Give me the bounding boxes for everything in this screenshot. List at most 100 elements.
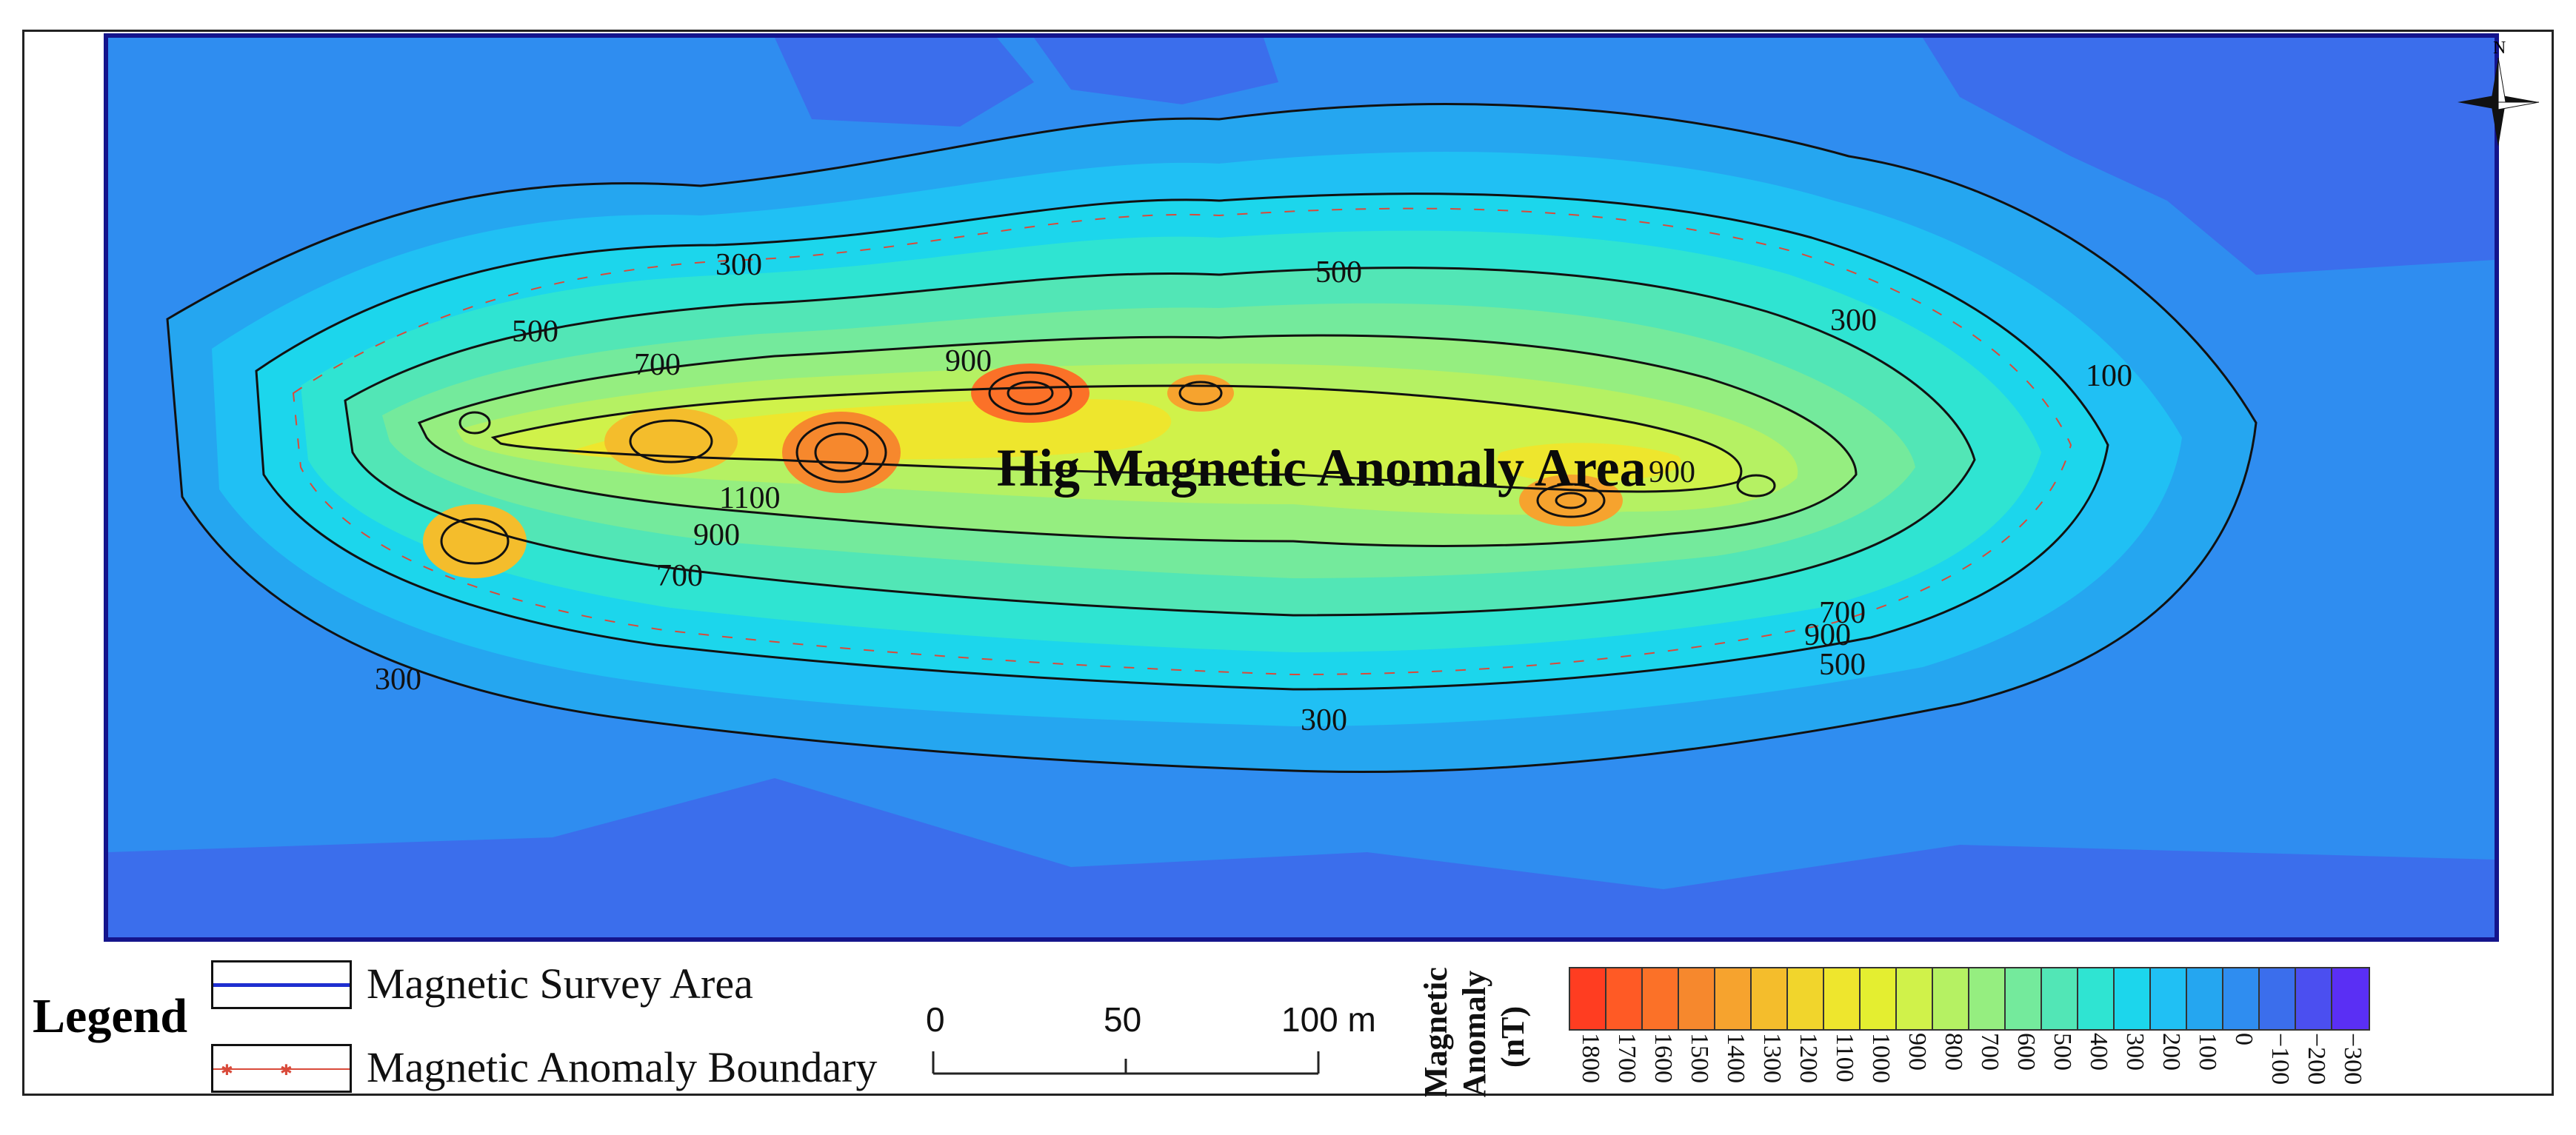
scale-tick-label: 0 xyxy=(926,1000,945,1039)
colorbar-tick: 300 xyxy=(2113,1033,2149,1114)
colorbar-tick-label: 500 xyxy=(2049,1033,2076,1071)
colorbar-tick-label: 1500 xyxy=(1686,1033,1713,1083)
colorbar-cell xyxy=(2332,968,2369,1029)
colorbar-cell xyxy=(2078,968,2115,1029)
contour-label: 500 xyxy=(1315,255,1362,289)
colorbar-cell xyxy=(1570,968,1606,1029)
scale-bar-line xyxy=(932,1051,1320,1075)
colorbar-tick: −300 xyxy=(2331,1033,2367,1114)
colorbar-cell xyxy=(2151,968,2187,1029)
colorbar-tick: 1500 xyxy=(1678,1033,1714,1114)
colorbar-tick: 1800 xyxy=(1569,1033,1605,1114)
svg-text:Magnetic: Magnetic xyxy=(1418,967,1454,1097)
high-region xyxy=(782,412,901,493)
colorbar-tick-label: 100 xyxy=(2194,1033,2221,1071)
contour-lines xyxy=(166,103,2258,774)
colorbar-tick: 600 xyxy=(2004,1033,2041,1114)
svg-text:N: N xyxy=(2493,38,2506,58)
colorbar-tick: 1200 xyxy=(1786,1033,1823,1114)
anomaly-boundary xyxy=(292,207,2072,676)
colorbar-tick-label: −200 xyxy=(2303,1033,2330,1085)
contour-label: 900 xyxy=(1804,618,1851,652)
high-region xyxy=(604,408,738,475)
colorbar-tick: −100 xyxy=(2258,1033,2295,1114)
low-region xyxy=(108,778,2495,937)
colorbar-tick: 1700 xyxy=(1605,1033,1641,1114)
colorbar-tick-label: 900 xyxy=(1903,1033,1931,1071)
colorbar-tick-label: 1400 xyxy=(1722,1033,1749,1083)
colorbar-cell xyxy=(2115,968,2151,1029)
colorbar-tick-label: 1000 xyxy=(1867,1033,1895,1083)
contour-1000 xyxy=(1497,443,1681,482)
colorbar-cell xyxy=(1861,968,1897,1029)
colorbar-tick: 0 xyxy=(2222,1033,2258,1114)
colorbar-cell xyxy=(1715,968,1752,1029)
colorbar-tick-label: −100 xyxy=(2266,1033,2294,1085)
colorbar-cell xyxy=(1643,968,1679,1029)
colorbar-cell xyxy=(1897,968,1933,1029)
contour-label: 700 xyxy=(656,559,703,593)
magnetic-anomaly-map: 300 500 700 900 1100 900 700 300 900 500… xyxy=(104,33,2499,942)
colorbar-tick-label: 600 xyxy=(2012,1033,2040,1071)
colorbar-cell xyxy=(2223,968,2260,1029)
low-region xyxy=(1034,38,1278,104)
colorbar-cell xyxy=(1788,968,1824,1029)
contour-label: 900 xyxy=(693,518,740,552)
legend-anomaly-boundary-swatch: ✱ ✱ xyxy=(211,1044,352,1093)
contour-label: 300 xyxy=(1830,304,1877,338)
colorbar-ticks: 1800 1700 1600 1500 1400 1300 1200 1100 1000 900 8… xyxy=(1569,1033,2367,1114)
colorbar-tick: 400 xyxy=(2077,1033,2113,1114)
scale-bar: 0 50 100 m xyxy=(926,1000,1385,1088)
colorbar-tick: 1000 xyxy=(1859,1033,1895,1114)
colorbar-tick: 1300 xyxy=(1750,1033,1786,1114)
high-region xyxy=(1167,375,1234,412)
colorbar-cell xyxy=(1752,968,1788,1029)
legend-survey-area-label: Magnetic Survey Area xyxy=(367,960,753,1008)
colorbar-cell xyxy=(1606,968,1643,1029)
colorbar-tick: 800 xyxy=(1932,1033,1968,1114)
colorbar-tick-label: 1200 xyxy=(1795,1033,1822,1083)
colorbar-tick-label: 1100 xyxy=(1831,1033,1858,1082)
contour-label: 500 xyxy=(512,315,558,349)
legend-title: Legend xyxy=(33,989,188,1043)
colorbar-tick-label: 1800 xyxy=(1577,1033,1604,1083)
scale-tick-label: 50 xyxy=(1104,1000,1142,1039)
colorbar-tick: 1100 xyxy=(1823,1033,1859,1114)
colorbar-tick-label: 1600 xyxy=(1649,1033,1677,1083)
colorbar-tick: 500 xyxy=(2041,1033,2077,1114)
anomaly-area-label: Hig Magnetic Anomaly Area xyxy=(997,438,1646,498)
contour-label: 900 xyxy=(1649,455,1695,489)
colorbar-cell xyxy=(2296,968,2332,1029)
contour-label: 300 xyxy=(1301,703,1347,737)
colorbar-tick-label: 1700 xyxy=(1613,1033,1641,1083)
map-frame xyxy=(22,30,2554,1096)
high-region xyxy=(1519,475,1623,526)
colorbar-tick-label: 200 xyxy=(2158,1033,2185,1071)
colorbar-tick-label: −300 xyxy=(2339,1033,2366,1085)
colorbar-tick-label: 400 xyxy=(2085,1033,2112,1071)
colorbar-cell xyxy=(1679,968,1715,1029)
colorbar-title: Magnetic Anomaly (nT) xyxy=(1418,967,1531,1097)
colorbar-tick: 700 xyxy=(1968,1033,2004,1114)
low-region xyxy=(775,38,1034,127)
colorbar-tick: −200 xyxy=(2295,1033,2331,1114)
colorbar-cell xyxy=(2042,968,2078,1029)
colorbar-cell xyxy=(1933,968,1969,1029)
colorbar-tick-label: 300 xyxy=(2121,1033,2149,1071)
contour-label: 700 xyxy=(1819,596,1866,630)
contour-label: 100 xyxy=(2086,359,2132,393)
contour-label: 300 xyxy=(715,248,762,282)
high-region xyxy=(423,504,527,578)
legend-anomaly-boundary-label: Magnetic Anomaly Boundary xyxy=(367,1043,878,1091)
colorbar-cell xyxy=(1969,968,2006,1029)
contour-label: 900 xyxy=(945,344,992,378)
colorbar-tick-label: 800 xyxy=(1940,1033,1967,1071)
scale-tick-label: 100 m xyxy=(1281,1000,1376,1039)
colorbar-tick: 200 xyxy=(2149,1033,2186,1114)
contour-label: 1100 xyxy=(719,481,780,515)
colorbar-tick: 900 xyxy=(1895,1033,1932,1114)
colorbar-cell xyxy=(1824,968,1861,1029)
colorbar-cell xyxy=(2260,968,2296,1029)
colorbar xyxy=(1569,967,2370,1031)
low-region xyxy=(1923,38,2495,275)
